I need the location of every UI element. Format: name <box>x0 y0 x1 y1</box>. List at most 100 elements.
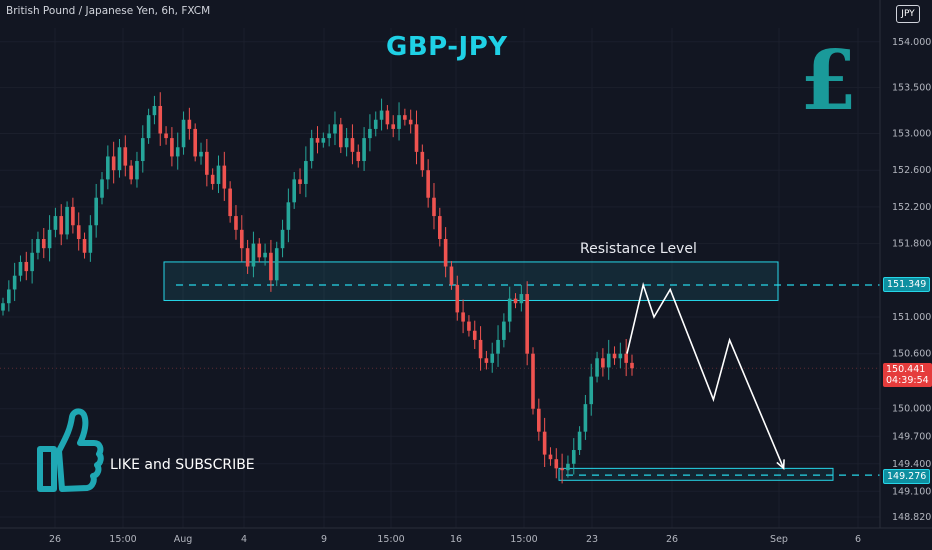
candle-body <box>531 353 535 409</box>
candle-body <box>507 298 512 322</box>
candle-body <box>373 119 378 129</box>
bar-countdown: 04:39:54 <box>886 375 929 386</box>
candle-body <box>601 358 605 368</box>
candle-body <box>350 138 355 152</box>
candle-body <box>106 156 110 180</box>
candle-body <box>146 115 151 139</box>
time-tick-label: 23 <box>586 534 598 545</box>
candle-body <box>228 188 232 217</box>
current-price-value: 150.441 <box>886 364 926 375</box>
pound-icon: £ <box>800 33 858 129</box>
candle-body <box>583 404 588 432</box>
candle-body <box>595 358 599 377</box>
candle-body <box>426 170 430 198</box>
candle-body <box>449 266 454 285</box>
support-price-tag: 149.276 <box>883 469 931 484</box>
candle-body <box>467 321 471 331</box>
candle-body <box>193 128 197 157</box>
candle-body <box>239 229 244 249</box>
candle-body <box>170 138 174 157</box>
candle-body <box>187 119 192 129</box>
price-tick-label: 153.500 <box>892 83 931 94</box>
candle-body <box>286 202 291 230</box>
candle-body <box>205 151 209 175</box>
price-tick-label: 151.800 <box>892 239 931 250</box>
candle-body <box>257 243 262 258</box>
like-subscribe-text: LIKE and SUBSCRIBE <box>110 457 255 473</box>
currency-button[interactable]: JPY <box>896 5 920 23</box>
projection-path <box>626 281 785 471</box>
candle-body <box>111 156 116 171</box>
candle-body <box>438 216 442 240</box>
candle-body <box>414 124 419 152</box>
candle-body <box>53 216 58 230</box>
candle-body <box>199 151 203 157</box>
candle-body <box>234 216 238 230</box>
candle-body <box>59 216 64 235</box>
candle-body <box>158 105 163 134</box>
time-tick-label: 4 <box>241 534 247 545</box>
time-tick-label: 26 <box>666 534 678 545</box>
time-tick-label: Sep <box>770 534 788 545</box>
time-tick-label: 16 <box>450 534 462 545</box>
time-tick-label: 6 <box>855 534 861 545</box>
candle-body <box>135 161 139 180</box>
candle-body <box>525 294 529 354</box>
price-tick-label: 152.200 <box>892 202 931 213</box>
candle-body <box>502 321 506 340</box>
candle-body <box>618 353 623 359</box>
candle-body <box>315 138 320 143</box>
chart-title: GBP-JPY <box>386 32 508 62</box>
candle-body <box>175 147 180 157</box>
time-tick-label: 15:00 <box>510 534 537 545</box>
price-tick-label: 148.820 <box>892 512 931 523</box>
candle-body <box>12 275 17 290</box>
candle-body <box>630 362 634 369</box>
candle-body <box>117 147 122 171</box>
candle-body <box>566 463 570 471</box>
candle-body <box>577 431 582 451</box>
candle-body <box>571 450 576 464</box>
candle-body <box>210 174 215 184</box>
candle-body <box>309 138 314 162</box>
candle-body <box>274 248 279 281</box>
time-tick-label: 9 <box>321 534 327 545</box>
candle-body <box>245 248 250 267</box>
candle-body <box>298 179 302 184</box>
candle-body <box>513 298 518 304</box>
candle-body <box>461 312 465 322</box>
candle-body <box>47 229 52 249</box>
price-tick-label: 149.400 <box>892 459 931 470</box>
candle-body <box>1 303 5 311</box>
candle-body <box>251 243 256 267</box>
candle-body <box>100 179 104 198</box>
candle-body <box>321 138 326 143</box>
symbol-title[interactable]: British Pound / Japanese Yen, 6h, FXCM <box>6 5 211 17</box>
candle-body <box>408 119 413 125</box>
candle-body <box>88 225 93 253</box>
price-tick-label: 150.000 <box>892 404 931 415</box>
candle-body <box>560 468 564 471</box>
candle-body <box>280 229 285 249</box>
candle-body <box>338 124 343 148</box>
price-tick-label: 149.700 <box>892 431 931 442</box>
candle-body <box>129 165 133 180</box>
candle-body <box>490 353 495 363</box>
candle-body <box>385 110 390 125</box>
candle-body <box>7 289 11 304</box>
candle-body <box>71 206 75 226</box>
projection-line <box>626 281 785 469</box>
candle-body <box>333 124 337 134</box>
candle-body <box>612 353 617 359</box>
time-tick-label: 15:00 <box>377 534 404 545</box>
candles <box>1 92 634 484</box>
time-tick-label: 26 <box>49 534 61 545</box>
candle-body <box>478 339 483 359</box>
thumbs-up-icon <box>37 408 104 492</box>
candle-body <box>123 147 128 166</box>
resistance-price-tag: 151.349 <box>883 277 931 292</box>
candle-body <box>269 252 273 281</box>
candle-body <box>443 239 448 267</box>
chart-zones <box>0 261 880 481</box>
